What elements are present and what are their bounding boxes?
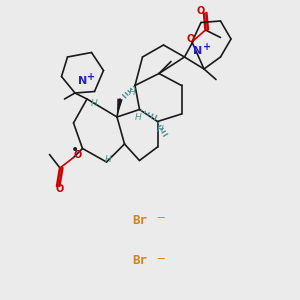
Text: N: N xyxy=(78,76,87,86)
Text: H: H xyxy=(129,88,135,98)
Text: •: • xyxy=(71,143,79,157)
Text: −: − xyxy=(153,254,166,264)
Text: H: H xyxy=(157,124,164,134)
Text: O: O xyxy=(197,5,205,16)
Text: +: + xyxy=(87,72,96,82)
Polygon shape xyxy=(117,99,123,117)
Text: +: + xyxy=(203,42,211,52)
Text: H: H xyxy=(105,154,111,164)
Text: O: O xyxy=(74,149,82,160)
Text: H: H xyxy=(91,99,98,108)
Text: Br: Br xyxy=(132,214,147,227)
Text: H: H xyxy=(135,112,141,122)
Text: Br: Br xyxy=(132,254,147,268)
Text: O: O xyxy=(186,34,195,44)
Text: −: − xyxy=(153,213,166,223)
Text: N: N xyxy=(194,46,202,56)
Text: O: O xyxy=(56,184,64,194)
